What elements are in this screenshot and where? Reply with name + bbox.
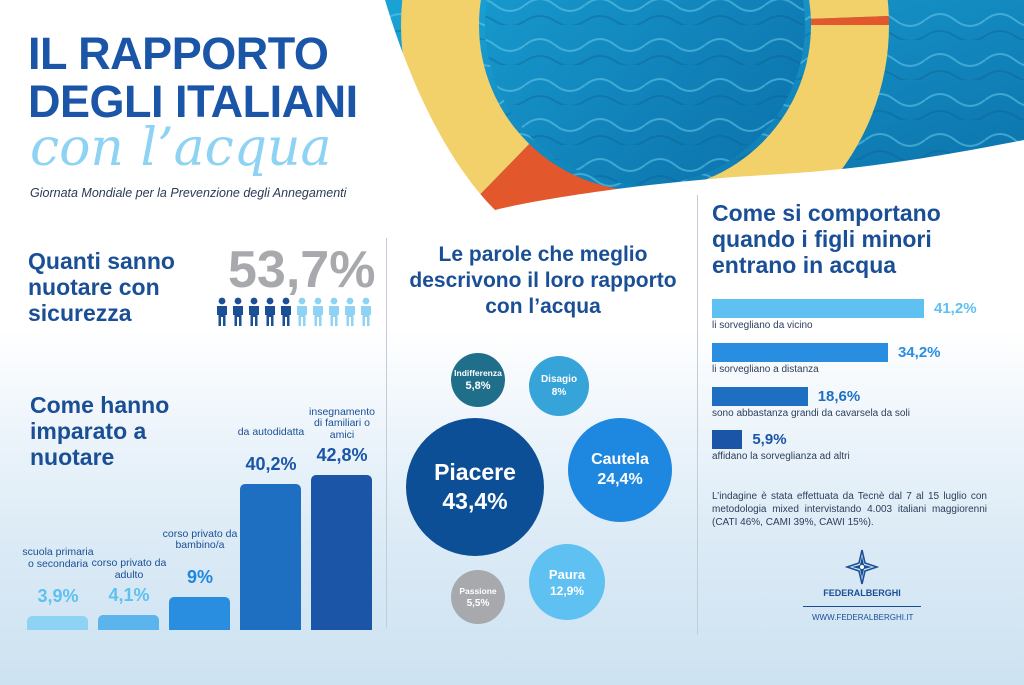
kids-bar — [712, 299, 924, 318]
title-line-1: IL RAPPORTO — [28, 28, 329, 79]
compass-rose-icon — [845, 549, 879, 585]
kids-bar — [712, 387, 808, 406]
learn-bar-label: corso privato da bambino/a — [162, 527, 238, 552]
word-bubble-label: Paura — [548, 566, 586, 582]
learn-bar-value: 40,2% — [245, 454, 297, 475]
kids-bar-label: li sorvegliano a distanza — [712, 364, 819, 375]
word-bubble-label: Cautela — [591, 451, 649, 468]
word-bubble: Paura 12,9% — [529, 544, 605, 620]
kids-bar-label: li sorvegliano da vicino — [712, 320, 813, 331]
kids-bar-label: sono abbastanza grandi da cavarsela da s… — [712, 408, 910, 419]
word-bubble-label: Indifferenza — [454, 368, 502, 378]
federalberghi-logo[interactable]: FEDERALBERGHI WWW.FEDERALBERGHI.IT — [803, 548, 921, 622]
learn-bar-value: 42,8% — [316, 445, 368, 465]
learn-bar-label: corso privato da adulto — [91, 557, 167, 581]
learn-bar-value: 3,9% — [37, 585, 79, 606]
title-line-3: con l’acqua — [30, 118, 332, 178]
people-icon-row — [215, 297, 373, 327]
kids-bar-value: 5,9% — [752, 431, 787, 448]
word-bubble-value: 43,4% — [442, 488, 508, 514]
kids-bar — [712, 343, 888, 362]
person-icon — [231, 297, 245, 327]
person-icon — [215, 297, 229, 327]
swim-section-title: Quanti sanno nuotare con sicurezza — [28, 248, 175, 326]
divider-left — [386, 238, 387, 628]
subtitle: Giornata Mondiale per la Prevenzione deg… — [30, 186, 347, 200]
learn-bar — [240, 484, 301, 630]
kids-bar-value: 18,6% — [817, 388, 861, 405]
word-bubble: Passione 5,5% — [451, 570, 505, 624]
person-icon — [359, 297, 373, 327]
person-icon — [263, 297, 277, 327]
word-bubble-label: Piacere — [434, 459, 516, 485]
words-section-title: Le parole che meglio descrivono il loro … — [409, 243, 677, 318]
learn-bar-value: 4,1% — [108, 585, 150, 606]
person-icon — [247, 297, 261, 327]
learn-bar-label: scuola primaria o secondaria — [22, 546, 94, 570]
swim-percentage: 53,7% — [228, 241, 376, 299]
learn-section-title: Come hanno imparato a nuotare — [30, 392, 170, 470]
learn-bar — [311, 475, 372, 630]
survey-note: L’indagine è stata effettuata da Tecnè d… — [712, 491, 987, 528]
learn-bar — [27, 615, 88, 630]
person-icon — [311, 297, 325, 327]
logo-name: FEDERALBERGHI — [823, 588, 901, 598]
word-bubble-label: Disagio — [540, 374, 578, 385]
kids-bar-value: 41,2% — [934, 300, 977, 317]
person-icon — [295, 297, 309, 327]
learn-bar-value: 9% — [186, 567, 213, 588]
word-bubble-value: 12,9% — [549, 583, 585, 598]
word-bubble-value: 5,8% — [465, 380, 491, 392]
word-bubble: Indifferenza 5,8% — [451, 353, 505, 407]
learn-bar — [98, 615, 159, 630]
word-bubble: Piacere 43,4% — [406, 418, 544, 556]
logo-url[interactable]: WWW.FEDERALBERGHI.IT — [812, 613, 914, 622]
person-icon — [343, 297, 357, 327]
divider-right — [697, 195, 698, 635]
word-bubble: Cautela 24,4% — [568, 418, 672, 522]
word-bubble-value: 24,4% — [597, 471, 643, 488]
learn-bar-label: insegnamento di familiari o amici — [309, 405, 375, 441]
learn-bar — [169, 597, 230, 630]
person-icon — [279, 297, 293, 327]
kids-bar-value: 34,2% — [897, 344, 941, 361]
word-bubble: Disagio 8% — [529, 356, 589, 416]
word-bubble-value: 5,5% — [466, 597, 490, 609]
logo-divider — [803, 606, 921, 607]
learn-bar-label: da autodidatta — [237, 426, 305, 439]
word-bubble-label: Passione — [459, 585, 497, 596]
kids-section-title: Come si comportano quando i figli minori… — [712, 200, 941, 278]
kids-bar-label: affidano la sorveglianza ad altri — [712, 451, 850, 462]
title-line-2: DEGLI ITALIANI — [28, 76, 358, 127]
word-bubble-value: 8% — [551, 387, 567, 398]
kids-bar — [712, 430, 743, 449]
header-photo — [385, 0, 1024, 210]
person-icon — [327, 297, 341, 327]
